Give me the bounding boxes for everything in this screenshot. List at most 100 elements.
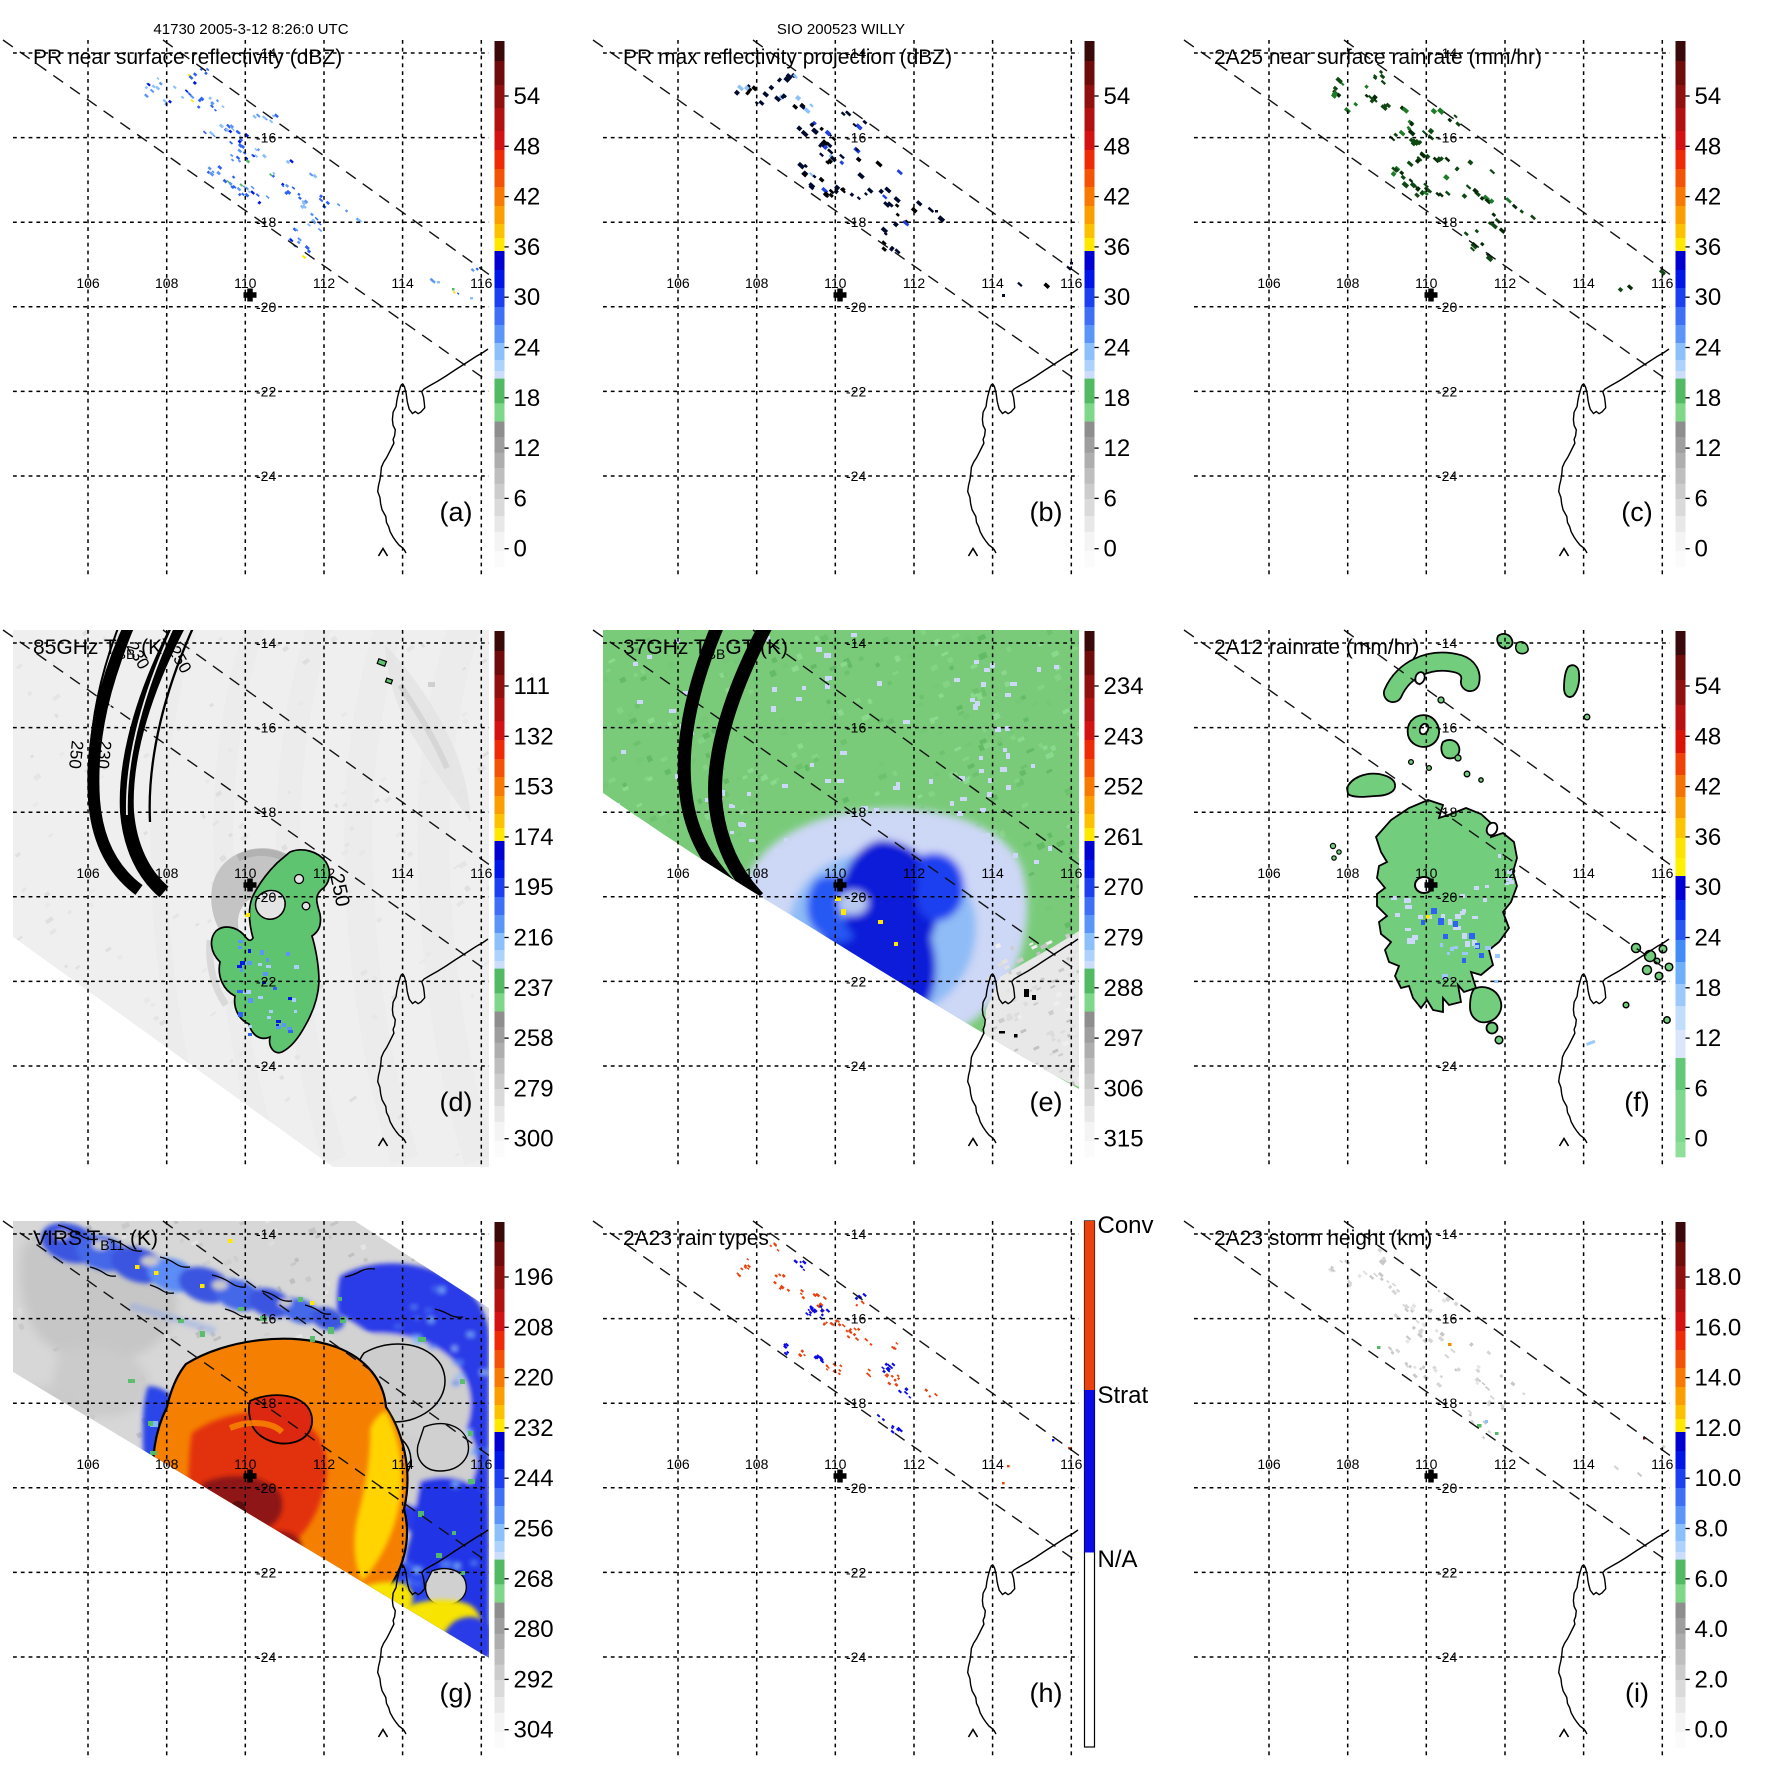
svg-text:48: 48 [1104,133,1131,160]
svg-text:220: 220 [514,1365,554,1392]
svg-text:-24: -24 [846,468,866,484]
svg-text:106: 106 [1257,1456,1281,1472]
svg-text:174: 174 [514,824,554,851]
svg-text:-14: -14 [846,45,866,61]
svg-text:-22: -22 [256,383,276,399]
svg-text:54: 54 [1104,83,1131,110]
svg-text:-14: -14 [256,45,276,61]
svg-text:12.0: 12.0 [1695,1415,1742,1442]
svg-text:106: 106 [666,1456,690,1472]
svg-text:112: 112 [1494,275,1517,291]
svg-text:-22: -22 [1437,383,1457,399]
svg-text:232: 232 [514,1415,554,1442]
svg-text:-20: -20 [846,1480,866,1496]
svg-text:111: 111 [514,673,550,700]
svg-text:270: 270 [1104,874,1144,901]
svg-text:114: 114 [981,275,1004,291]
svg-text:-14: -14 [256,635,276,651]
svg-text:37GHz TBBGT (K): 37GHz TBBGT (K) [623,636,788,662]
svg-text:116: 116 [1060,275,1083,291]
svg-text:195: 195 [514,874,554,901]
svg-text:14.0: 14.0 [1695,1365,1742,1392]
svg-text:PR max reflectivity projection: PR max reflectivity projection (dBZ) [623,46,952,69]
svg-text:-14: -14 [1437,1226,1457,1242]
svg-text:30: 30 [1695,284,1722,311]
svg-text:114: 114 [981,1456,1004,1472]
svg-text:116: 116 [470,865,493,881]
svg-text:-24: -24 [846,1649,866,1665]
svg-text:VIRS TB11 (K): VIRS TB11 (K) [33,1227,158,1253]
svg-text:234: 234 [1104,673,1144,700]
svg-text:(f): (f) [1624,1087,1649,1117]
svg-text:Strat: Strat [1098,1382,1149,1409]
svg-text:(i): (i) [1625,1678,1649,1708]
svg-text:-24: -24 [256,1058,276,1074]
svg-text:4.0: 4.0 [1695,1616,1728,1643]
svg-text:30: 30 [1695,874,1722,901]
svg-text:42: 42 [1104,184,1131,211]
svg-text:196: 196 [514,1264,554,1291]
svg-text:-22: -22 [846,973,866,989]
svg-text:268: 268 [514,1566,554,1593]
svg-text:-24: -24 [1437,1058,1457,1074]
svg-text:10.0: 10.0 [1695,1465,1742,1492]
svg-text:36: 36 [1104,234,1131,261]
svg-text:24: 24 [514,335,541,362]
svg-text:108: 108 [745,865,769,881]
svg-text:-20: -20 [1437,299,1457,315]
svg-text:-24: -24 [256,468,276,484]
svg-text:-22: -22 [1437,1564,1457,1580]
svg-text:(e): (e) [1030,1087,1063,1117]
svg-text:279: 279 [1104,925,1144,952]
svg-text:304: 304 [514,1717,554,1744]
svg-text:110: 110 [234,1456,257,1472]
svg-text:2A23 storm height (km): 2A23 storm height (km) [1214,1227,1432,1250]
svg-text:110: 110 [1415,865,1438,881]
svg-text:244: 244 [514,1465,554,1492]
svg-text:-20: -20 [1437,889,1457,905]
svg-text:114: 114 [1572,275,1595,291]
svg-text:116: 116 [1060,865,1083,881]
svg-text:-20: -20 [256,889,276,905]
svg-text:280: 280 [514,1616,554,1643]
svg-text:-24: -24 [256,1649,276,1665]
svg-text:116: 116 [1651,865,1674,881]
svg-text:112: 112 [1494,865,1517,881]
svg-text:106: 106 [666,865,690,881]
svg-text:-14: -14 [846,635,866,651]
svg-text:112: 112 [313,275,336,291]
svg-text:6: 6 [1104,485,1117,512]
svg-text:108: 108 [745,275,769,291]
svg-text:-16: -16 [1437,1311,1457,1327]
svg-text:114: 114 [391,275,414,291]
svg-text:112: 112 [313,865,336,881]
svg-text:18.0: 18.0 [1695,1264,1742,1291]
svg-text:114: 114 [391,865,414,881]
svg-text:112: 112 [313,1456,336,1472]
svg-text:48: 48 [1695,723,1722,750]
svg-text:30: 30 [514,284,541,311]
svg-text:237: 237 [514,975,554,1002]
svg-text:108: 108 [1336,865,1360,881]
svg-text:48: 48 [514,133,541,160]
svg-text:306: 306 [1104,1075,1144,1102]
svg-text:-14: -14 [846,1226,866,1242]
svg-text:114: 114 [981,865,1004,881]
svg-text:54: 54 [1695,83,1722,110]
svg-text:243: 243 [1104,723,1144,750]
svg-text:112: 112 [903,865,926,881]
svg-text:N/A: N/A [1098,1546,1138,1573]
svg-text:300: 300 [514,1126,554,1153]
svg-text:292: 292 [514,1666,554,1693]
svg-text:110: 110 [1415,1456,1438,1472]
svg-text:250: 250 [65,740,87,770]
svg-text:106: 106 [666,275,690,291]
svg-text:-18: -18 [256,1395,276,1411]
svg-text:Conv: Conv [1098,1212,1154,1239]
svg-text:-16: -16 [846,1311,866,1327]
svg-text:2.0: 2.0 [1695,1666,1728,1693]
svg-text:153: 153 [514,774,554,801]
svg-text:110: 110 [824,1456,847,1472]
svg-text:-18: -18 [1437,1395,1457,1411]
svg-text:8.0: 8.0 [1695,1516,1728,1543]
